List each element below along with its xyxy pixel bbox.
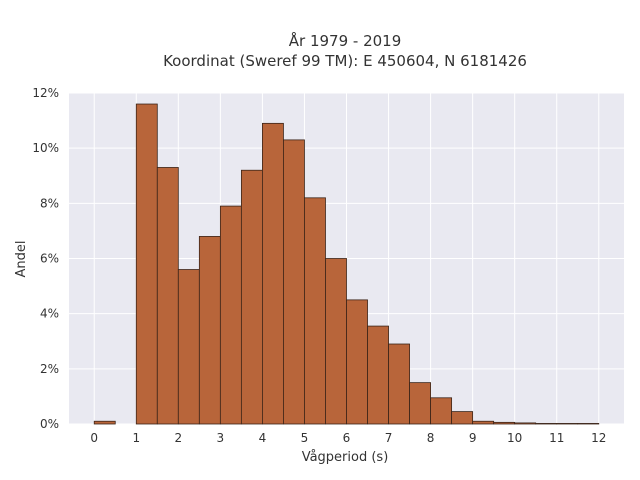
histogram-bar xyxy=(219,205,242,425)
histogram-bar xyxy=(451,411,474,425)
y-axis-label: Andel xyxy=(14,241,29,278)
x-tick-label: 8 xyxy=(427,431,435,445)
histogram-bar xyxy=(556,423,579,425)
histogram-bar xyxy=(577,423,600,425)
x-tick-label: 7 xyxy=(385,431,393,445)
x-tick-label: 0 xyxy=(90,431,98,445)
histogram-bar xyxy=(177,269,200,425)
x-tick-label: 12 xyxy=(591,431,606,445)
chart-title-line-1: År 1979 - 2019 xyxy=(289,31,402,50)
histogram-bar xyxy=(135,103,158,425)
histogram-bar xyxy=(493,421,516,425)
y-tick-label: 2% xyxy=(40,362,59,376)
x-axis-ticks: 0 1 2 3 4 5 6 7 8 9 10 11 12 xyxy=(90,431,606,445)
bars xyxy=(93,103,600,425)
histogram-bar xyxy=(346,299,368,425)
x-axis-label: Vågperiod (s) xyxy=(302,450,389,465)
histogram-bar xyxy=(430,397,453,425)
histogram-bar xyxy=(93,420,116,425)
x-tick-label: 5 xyxy=(301,431,309,445)
histogram-bar xyxy=(367,325,389,425)
histogram-bar xyxy=(262,122,284,425)
y-tick-label: 0% xyxy=(40,417,59,431)
histogram-bar xyxy=(472,420,495,425)
histogram-bar xyxy=(240,169,263,425)
chart-title-line-2: Koordinat (Sweref 99 TM): E 450604, N 61… xyxy=(163,52,527,70)
x-tick-label: 3 xyxy=(217,431,225,445)
histogram-bar xyxy=(156,167,179,425)
histogram-bar xyxy=(304,197,326,425)
histogram-bar xyxy=(283,139,305,425)
y-tick-label: 8% xyxy=(40,196,59,210)
x-tick-label: 6 xyxy=(343,431,351,445)
x-tick-label: 1 xyxy=(132,431,140,445)
y-tick-label: 12% xyxy=(32,86,59,100)
y-tick-label: 6% xyxy=(40,252,59,266)
histogram-bar xyxy=(198,236,221,425)
x-tick-label: 11 xyxy=(549,431,564,445)
histogram-bar xyxy=(388,343,410,425)
x-tick-label: 4 xyxy=(259,431,267,445)
y-tick-label: 4% xyxy=(40,307,59,321)
x-tick-label: 9 xyxy=(469,431,477,445)
y-tick-label: 10% xyxy=(32,141,59,155)
x-tick-label: 2 xyxy=(174,431,182,445)
histogram-bar xyxy=(514,422,537,425)
y-axis-ticks: 0% 2% 4% 6% 8% 10% 12% xyxy=(32,86,59,431)
x-tick-label: 10 xyxy=(507,431,522,445)
histogram-bar xyxy=(325,258,347,425)
histogram-bar xyxy=(535,423,558,425)
histogram-bar xyxy=(409,382,431,425)
